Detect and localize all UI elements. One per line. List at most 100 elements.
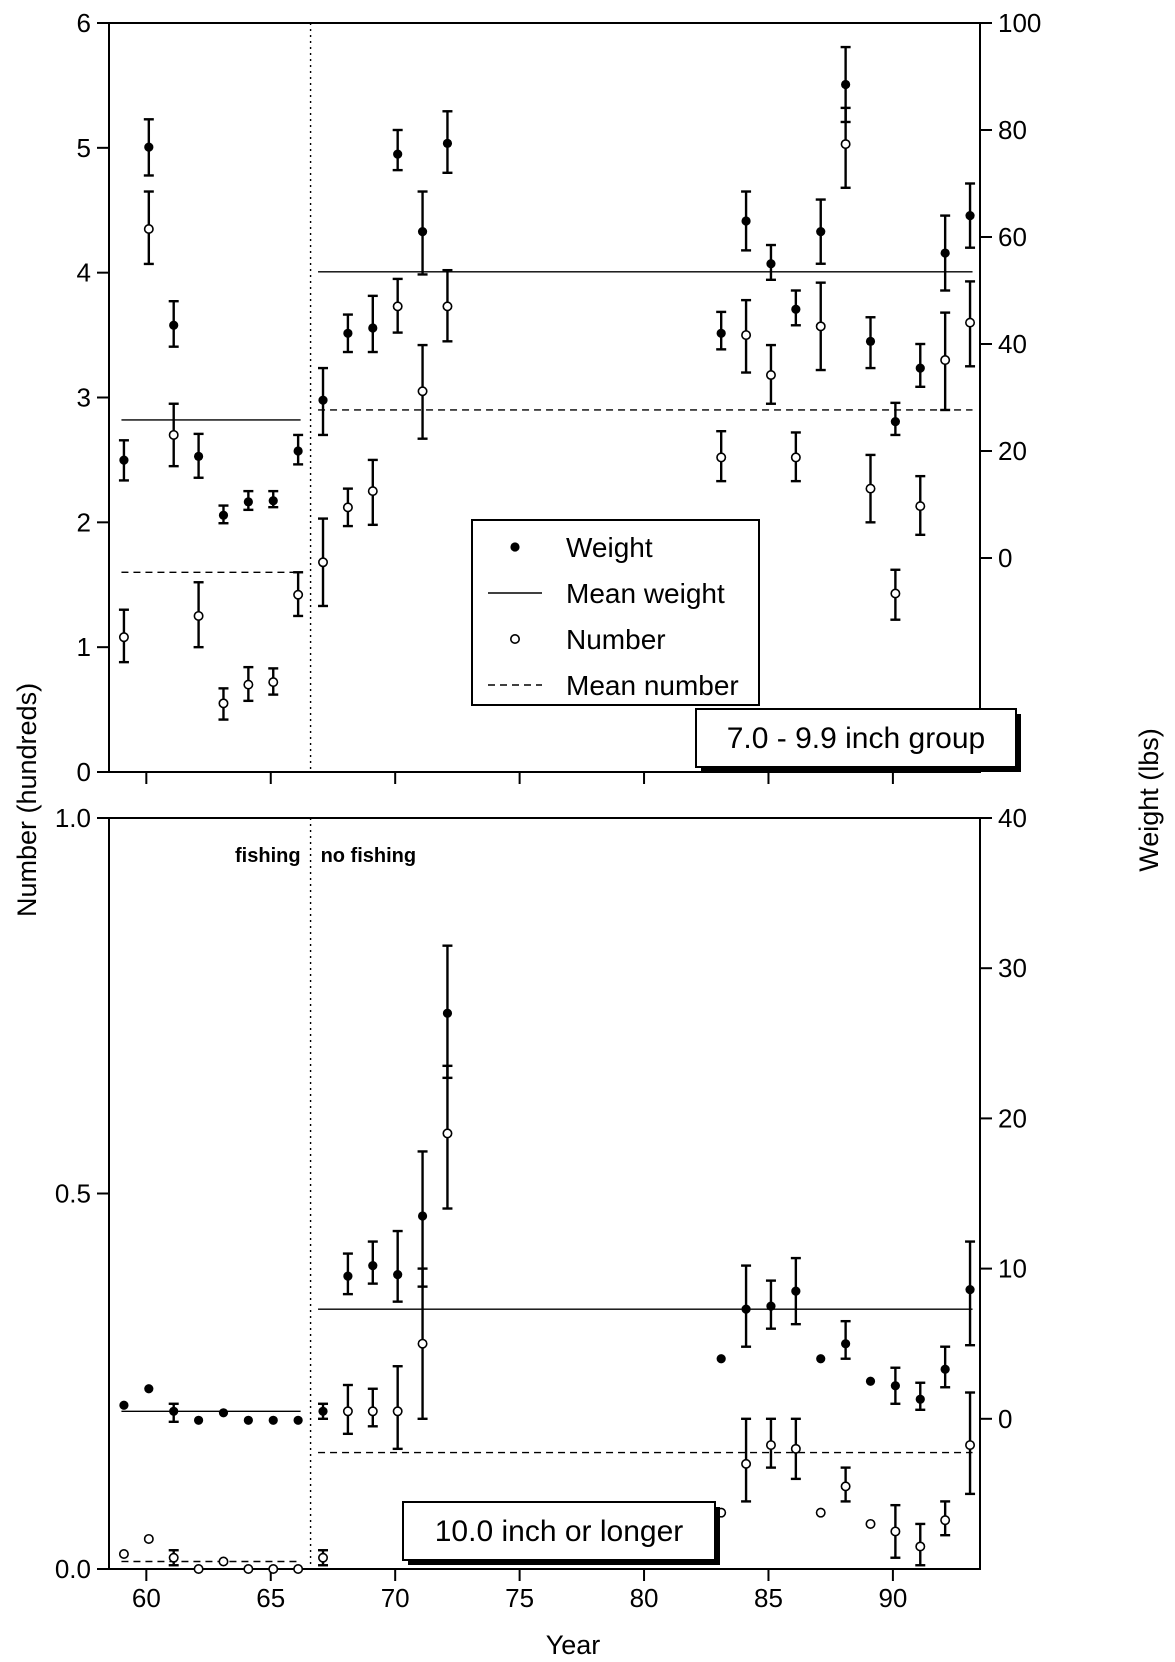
y-left-tick-label: 1.0	[55, 803, 91, 833]
weight-point	[417, 1211, 428, 1221]
weight-point	[393, 149, 403, 159]
weight-point	[268, 496, 278, 506]
number-point	[118, 632, 129, 643]
number-point	[741, 1458, 752, 1469]
x-tick-label: 80	[630, 1583, 659, 1613]
weight-point	[766, 1301, 776, 1311]
x-tick-label: 90	[878, 1583, 907, 1613]
group-label: 7.0 - 9.9 inch group	[727, 722, 986, 755]
group-label-box	[695, 708, 1017, 768]
legend-weight-marker	[510, 542, 520, 552]
regime-label-no-fishing: no fishing	[321, 845, 417, 867]
weight-point	[318, 395, 328, 405]
y-right-tick-label: 10	[998, 1254, 1027, 1284]
number-point	[143, 1533, 154, 1544]
number-point	[318, 1552, 329, 1563]
y-left-tick-label: 0.5	[55, 1179, 91, 1209]
y-left-tick-label: 1	[77, 632, 91, 662]
weight-point	[890, 1381, 900, 1391]
number-point	[915, 1541, 926, 1552]
y-right-tick-label: 80	[998, 115, 1027, 145]
number-point	[940, 355, 951, 366]
y-left-tick-label: 4	[77, 258, 91, 288]
number-point	[143, 223, 154, 234]
number-point	[293, 589, 304, 600]
number-point	[243, 1564, 254, 1575]
number-point	[168, 429, 179, 440]
number-point	[890, 1526, 901, 1537]
legend-number-marker	[509, 633, 520, 644]
number-point	[342, 502, 353, 513]
number-point	[915, 501, 926, 512]
weight-point	[791, 1286, 801, 1296]
weight-point	[368, 1260, 378, 1271]
y-left-tick-label: 2	[77, 507, 91, 537]
y-left-axis-title: Number (hundreds)	[12, 683, 42, 917]
number-point	[716, 452, 727, 463]
number-point	[765, 370, 776, 381]
weight-point	[791, 304, 801, 314]
number-point	[840, 1481, 851, 1492]
weight-point	[293, 446, 303, 456]
number-point	[318, 557, 329, 568]
weight-point	[940, 1364, 950, 1374]
number-point	[890, 588, 901, 599]
weight-point	[417, 227, 428, 237]
y-right-tick-label: 40	[998, 329, 1027, 359]
number-point	[965, 317, 976, 328]
group-label: 10.0 inch or longer	[435, 1515, 684, 1548]
number-point	[417, 1338, 428, 1349]
weight-point	[915, 1394, 925, 1404]
number-point	[293, 1564, 304, 1575]
legend-mean-number: Mean number	[566, 670, 739, 701]
weight-point	[442, 1008, 453, 1018]
weight-point	[890, 416, 900, 427]
number-point	[392, 301, 403, 312]
y-right-axis-title: Weight (lbs)	[1134, 728, 1164, 872]
weight-point	[293, 1415, 303, 1425]
weight-point	[169, 320, 179, 330]
weight-point	[716, 328, 726, 338]
number-point	[417, 386, 428, 397]
y-left-tick-label: 3	[77, 383, 91, 413]
number-point	[193, 1564, 204, 1575]
y-right-tick-label: 100	[998, 8, 1041, 38]
legend: Weight Mean weight Number Mean number	[471, 519, 760, 706]
weight-point	[343, 328, 353, 338]
number-point	[367, 1406, 378, 1417]
x-tick-label: 65	[256, 1583, 285, 1613]
y-left-tick-label: 5	[77, 133, 91, 163]
weight-point	[368, 323, 378, 333]
y-right-tick-label: 30	[998, 953, 1027, 983]
weight-point	[268, 1415, 278, 1425]
y-left-tick-label: 0	[77, 757, 91, 787]
number-point	[218, 1556, 229, 1567]
weight-point	[193, 1415, 204, 1425]
weight-point	[193, 451, 204, 461]
weight-point	[218, 510, 229, 520]
weight-point	[243, 1415, 253, 1425]
number-point	[268, 1564, 279, 1575]
weight-point	[318, 1406, 328, 1416]
legend-box	[471, 519, 760, 706]
weight-point	[965, 1285, 975, 1295]
regime-label-fishing: fishing	[235, 845, 301, 867]
number-point	[168, 1552, 179, 1563]
number-point	[765, 1440, 776, 1451]
weight-point	[841, 79, 851, 90]
y-right-tick-label: 20	[998, 1103, 1027, 1133]
x-tick-label: 85	[754, 1583, 783, 1613]
weight-point	[766, 259, 776, 269]
number-point	[840, 139, 851, 150]
weight-point	[169, 1406, 179, 1416]
weight-point	[119, 455, 129, 465]
y-left-tick-label: 0.0	[55, 1554, 91, 1584]
number-point	[741, 330, 752, 341]
number-point	[790, 452, 801, 463]
weight-point	[119, 1400, 129, 1410]
x-tick-label: 70	[381, 1583, 410, 1613]
x-tick-label: 75	[505, 1583, 534, 1613]
weight-point	[940, 248, 950, 258]
